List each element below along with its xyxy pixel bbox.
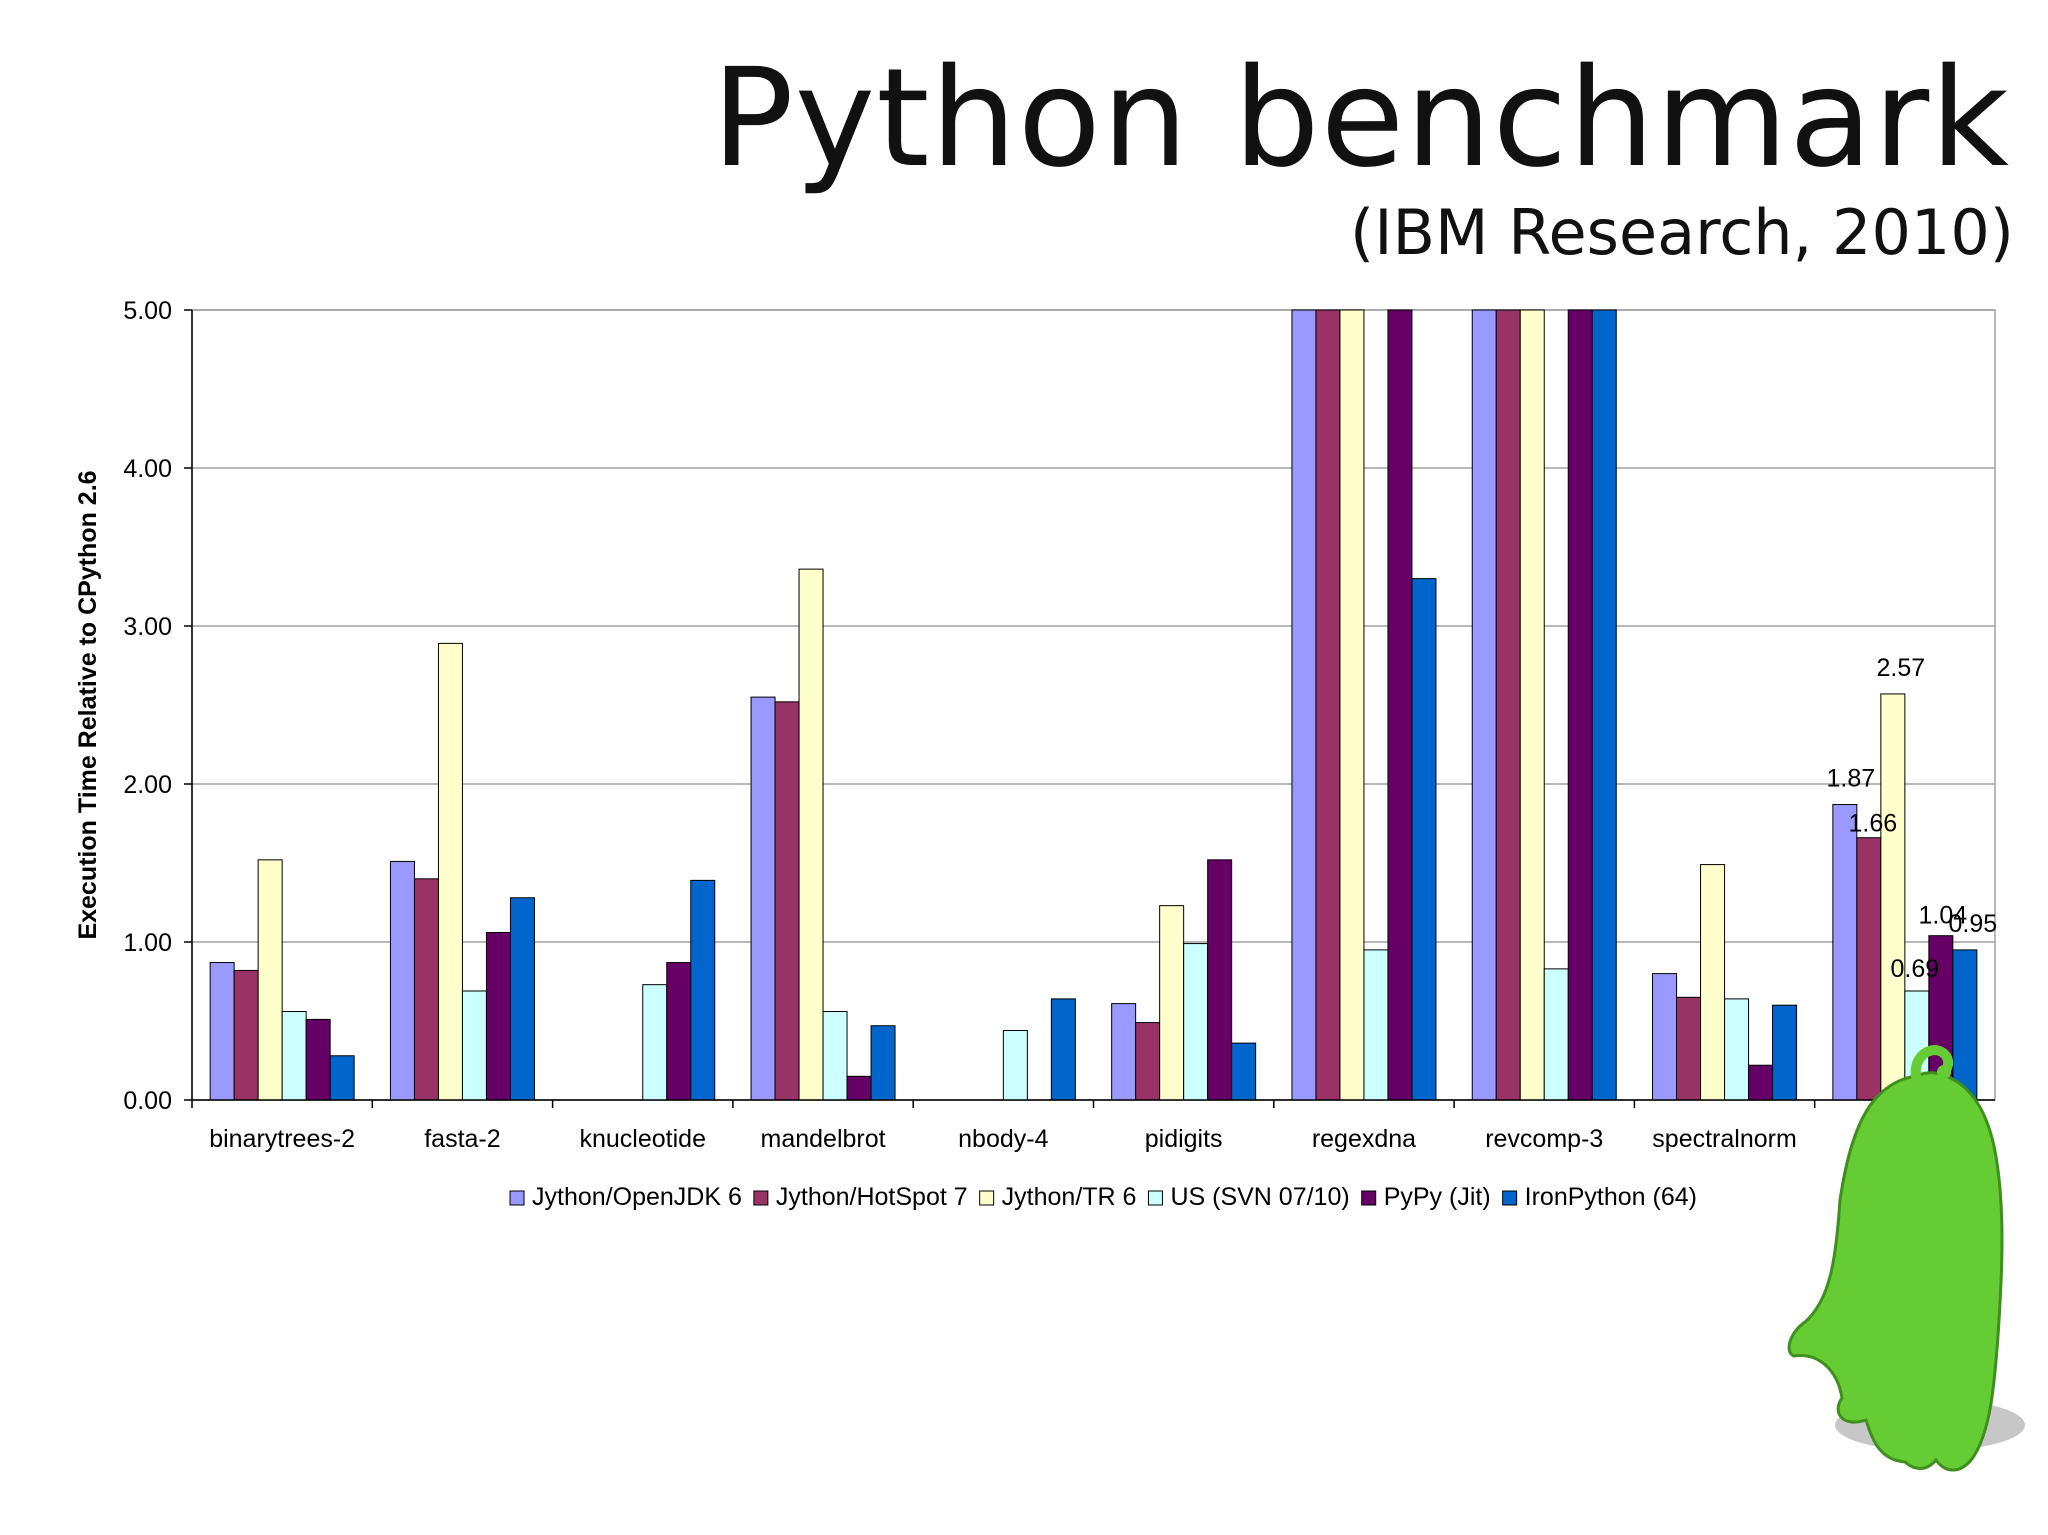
bar — [461, 990, 487, 1101]
bar — [1652, 973, 1678, 1101]
bar — [1519, 309, 1545, 1101]
bar — [1591, 309, 1617, 1101]
bar — [1856, 837, 1882, 1101]
bar — [1772, 1004, 1798, 1101]
slide-subtitle: (IBM Research, 2010) — [1350, 196, 2014, 269]
bar — [1135, 1022, 1161, 1101]
bar — [1363, 949, 1389, 1101]
bar — [305, 1018, 331, 1101]
bar — [690, 879, 716, 1101]
legend-swatch — [753, 1190, 769, 1206]
category-label: binarytrees-2 — [209, 1125, 355, 1153]
bar — [846, 1075, 872, 1101]
legend-swatch — [1502, 1190, 1518, 1206]
bar — [1183, 943, 1209, 1101]
y-tick-label: 5.00 — [123, 297, 172, 325]
category-label: mandelbrot — [761, 1125, 886, 1153]
bar — [1567, 309, 1593, 1101]
bar — [329, 1055, 355, 1101]
legend-label: Jython/OpenJDK 6 — [532, 1183, 742, 1211]
bar — [822, 1011, 848, 1101]
bar — [1471, 309, 1497, 1101]
bar — [1387, 309, 1413, 1101]
slide-title: Python benchmark — [711, 40, 2010, 198]
bar — [233, 969, 259, 1101]
bar — [437, 642, 463, 1101]
category-label: revcomp-3 — [1485, 1125, 1603, 1153]
category-label: nbody-4 — [958, 1125, 1048, 1153]
bar — [1832, 804, 1858, 1101]
bar — [642, 984, 668, 1101]
bar — [1880, 693, 1906, 1101]
bar — [257, 859, 283, 1101]
bar — [209, 962, 235, 1101]
bar — [1207, 859, 1233, 1101]
legend-swatch — [979, 1190, 995, 1206]
legend-item: PyPy (Jit) — [1361, 1183, 1491, 1211]
data-label: 1.04 — [1919, 902, 1968, 930]
bar — [1231, 1042, 1257, 1101]
bar — [1050, 998, 1076, 1101]
bar — [1315, 309, 1341, 1101]
bar — [1159, 905, 1185, 1101]
bar — [1748, 1064, 1774, 1101]
data-label: 1.87 — [1827, 765, 1876, 793]
bar — [1724, 998, 1750, 1101]
bar — [389, 860, 415, 1101]
bar — [750, 696, 776, 1101]
bar — [485, 932, 511, 1101]
legend-item: IronPython (64) — [1502, 1183, 1697, 1211]
data-label: 1.66 — [1849, 810, 1898, 838]
legend-label: PyPy (Jit) — [1384, 1183, 1491, 1211]
category-label: knucleotide — [580, 1125, 706, 1153]
data-label: 0.69 — [1891, 955, 1940, 983]
legend-label: IronPython (64) — [1525, 1183, 1697, 1211]
bar — [870, 1025, 896, 1101]
bar — [413, 878, 439, 1101]
y-tick-label: 0.00 — [123, 1087, 172, 1115]
bar — [1291, 309, 1317, 1101]
legend-swatch — [509, 1190, 525, 1206]
category-label: fasta-2 — [424, 1125, 500, 1153]
bar — [798, 568, 824, 1101]
category-label: regexdna — [1312, 1125, 1416, 1153]
y-tick-label: 3.00 — [123, 613, 172, 641]
bar — [281, 1011, 307, 1101]
legend-item: US (SVN 07/10) — [1147, 1183, 1350, 1211]
y-tick-label: 4.00 — [123, 455, 172, 483]
y-tick-label: 2.00 — [123, 771, 172, 799]
bar — [1002, 1029, 1028, 1101]
bar — [666, 962, 692, 1101]
legend-swatch — [1147, 1190, 1163, 1206]
y-tick-label: 1.00 — [123, 929, 172, 957]
legend: Jython/OpenJDK 6 Jython/HotSpot 7 Jython/T… — [509, 1183, 1697, 1211]
y-axis-label: Execution Time Relative to CPython 2.6 — [74, 470, 102, 939]
bar — [1543, 968, 1569, 1101]
legend-label: Jython/HotSpot 7 — [776, 1183, 968, 1211]
data-labels: 1.87 1.66 2.57 0.69 1.040.95 — [1827, 654, 1998, 983]
bar — [509, 897, 535, 1101]
bar — [1495, 309, 1521, 1101]
green-ghost-mascot-icon — [1787, 1044, 2025, 1472]
bar — [1952, 949, 1978, 1101]
category-label: spectralnorm — [1652, 1125, 1797, 1153]
data-label: 0.95 — [1949, 910, 1998, 938]
bar — [1676, 996, 1702, 1101]
legend-label: Jython/TR 6 — [1002, 1183, 1137, 1211]
bar — [774, 701, 800, 1101]
legend-item: Jython/TR 6 — [979, 1183, 1137, 1211]
legend-item: Jython/OpenJDK 6 — [509, 1183, 742, 1211]
bar — [1111, 1003, 1137, 1101]
bar — [1700, 864, 1726, 1101]
bar — [1411, 578, 1437, 1101]
legend-item: Jython/HotSpot 7 — [753, 1183, 968, 1211]
legend-swatch — [1361, 1190, 1377, 1206]
bar — [1339, 309, 1365, 1101]
bars — [209, 309, 1978, 1101]
data-label: 2.57 — [1877, 654, 1926, 682]
category-label: pidigits — [1145, 1125, 1223, 1153]
legend-label: US (SVN 07/10) — [1170, 1183, 1349, 1211]
